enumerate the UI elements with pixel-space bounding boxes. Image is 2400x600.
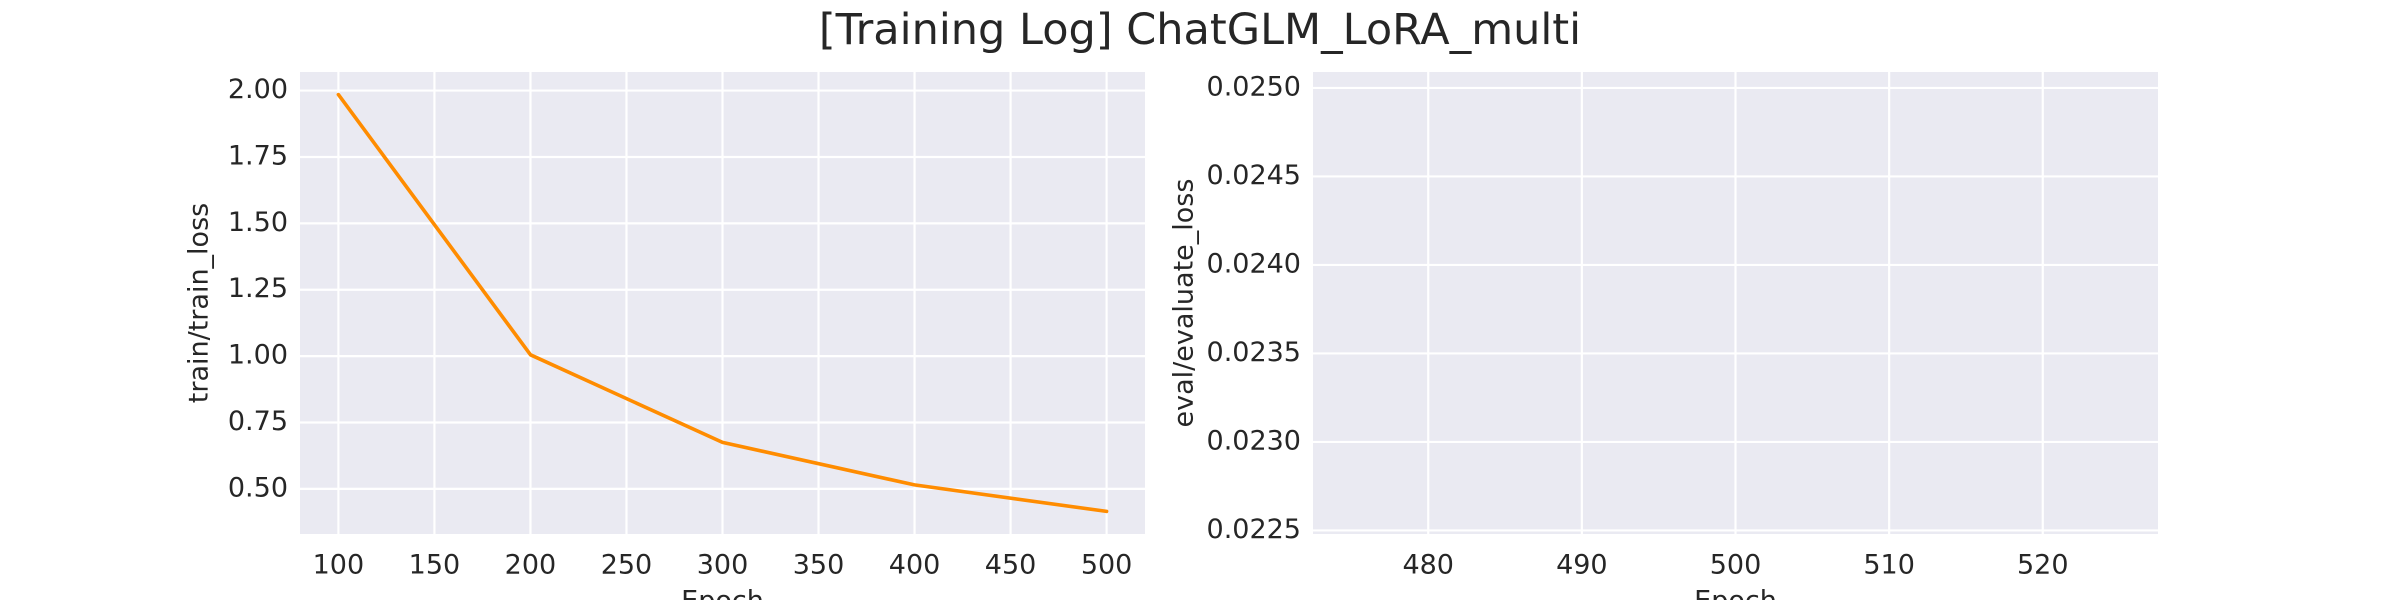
- chart-2-x-tick-label: 510: [1863, 550, 1915, 581]
- chart-1-y-tick-label: 1.25: [228, 273, 288, 304]
- chart-1-x-tick-label: 250: [601, 550, 653, 581]
- chart-2: 480 490 500 510 520 0.0225 0.0230 0.0235 0.0240 0…: [1169, 71, 2158, 600]
- chart-1: 100 150 200 250 300 350 400 450 500 0.50 0.75 1.00 1…: [184, 72, 1145, 600]
- chart-1-y-tick-label: 0.75: [228, 406, 288, 437]
- chart-2-y-tick-label: 0.0225: [1207, 514, 1301, 545]
- chart-1-x-axis-label: Epoch: [681, 586, 764, 600]
- chart-1-x-tick-label: 100: [313, 550, 365, 581]
- chart-2-x-tick-label: 520: [2017, 550, 2069, 581]
- chart-1-x-tick-label: 300: [697, 550, 749, 581]
- chart-2-y-axis-label: eval/evaluate_loss: [1169, 179, 1200, 428]
- chart-1-y-tick-label: 2.00: [228, 74, 288, 105]
- chart-2-x-tick-label: 490: [1556, 550, 1608, 581]
- chart-1-x-tick-label: 450: [985, 550, 1037, 581]
- chart-1-y-axis-label: train/train_loss: [184, 203, 215, 403]
- chart-1-x-tick-label: 400: [889, 550, 941, 581]
- chart-2-y-tick-label: 0.0245: [1207, 160, 1301, 191]
- chart-2-y-tick-label: 0.0240: [1207, 248, 1301, 279]
- chart-2-x-tick-label: 500: [1710, 550, 1762, 581]
- chart-2-y-tick-label: 0.0250: [1207, 71, 1301, 102]
- chart-2-y-tick-label: 0.0230: [1207, 425, 1301, 456]
- chart-1-x-tick-label: 500: [1081, 550, 1133, 581]
- chart-1-x-tick-label: 200: [505, 550, 557, 581]
- chart-1-x-tick-label: 150: [409, 550, 461, 581]
- chart-1-y-tick-label: 1.75: [228, 140, 288, 171]
- chart-2-x-axis-label: Epoch: [1694, 586, 1777, 600]
- chart-2-y-tick-label: 0.0235: [1207, 337, 1301, 368]
- chart-2-x-tick-label: 480: [1402, 550, 1454, 581]
- chart-1-y-tick-label: 1.00: [228, 340, 288, 371]
- chart-1-y-tick-label: 1.50: [228, 207, 288, 238]
- figure-title: [Training Log] ChatGLM_LoRA_multi: [818, 5, 1582, 55]
- chart-1-x-tick-label: 350: [793, 550, 845, 581]
- chart-1-y-tick-label: 0.50: [228, 472, 288, 503]
